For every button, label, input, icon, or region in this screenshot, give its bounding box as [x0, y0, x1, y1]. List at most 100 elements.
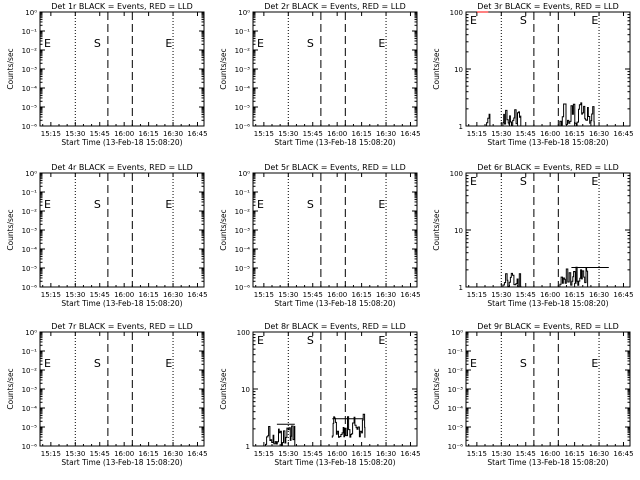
x-tick-label: 15:30	[278, 291, 298, 299]
y-tick-label: 10⁻²	[22, 367, 38, 375]
x-tick-label: 16:45	[187, 450, 207, 458]
x-tick-label: 16:00	[540, 130, 560, 138]
interval-marker: S	[520, 357, 527, 370]
y-tick-label: 100	[450, 170, 463, 178]
x-tick-label: 15:15	[467, 450, 487, 458]
panel-title: Det 9r BLACK = Events, RED = LLD	[477, 322, 619, 331]
interval-marker: S	[94, 37, 101, 50]
y-tick-label: 10⁻²	[22, 208, 38, 216]
y-tick-label: 10⁻⁶	[448, 443, 464, 451]
count-rate-trace	[559, 102, 595, 126]
y-tick-label: 10⁻⁴	[448, 405, 464, 413]
y-tick-label: 10⁻⁵	[235, 104, 251, 112]
x-tick-label: 16:30	[163, 130, 183, 138]
x-axis-label: Start Time (13-Feb-18 15:08:20)	[61, 138, 182, 147]
y-tick-label: 10⁻¹	[235, 189, 251, 197]
interval-marker: E	[44, 37, 51, 50]
x-axis-label: Start Time (13-Feb-18 15:08:20)	[487, 458, 608, 467]
x-tick-label: 16:45	[400, 130, 420, 138]
y-tick-label: 10⁻⁵	[22, 104, 38, 112]
x-tick-label: 15:15	[467, 130, 487, 138]
x-tick-label: 15:30	[65, 291, 85, 299]
count-rate-trace	[502, 109, 522, 127]
y-tick-label: 10⁻¹	[448, 348, 464, 356]
interval-marker: E	[165, 198, 172, 211]
panel-title: Det 5r BLACK = Events, RED = LLD	[264, 163, 406, 172]
x-tick-label: 16:15	[565, 450, 585, 458]
x-tick-label: 15:30	[278, 130, 298, 138]
interval-marker: E	[470, 175, 477, 188]
x-tick-label: 15:15	[41, 291, 61, 299]
y-axis-label: Counts/sec	[432, 209, 441, 250]
y-tick-label: 10⁻⁵	[22, 424, 38, 432]
detector-panel: Det 6r BLACK = Events, RED = LLD 15:15 15:…	[432, 163, 634, 308]
y-tick-label: 10⁻³	[22, 227, 38, 235]
x-tick-label: 15:30	[491, 291, 511, 299]
y-tick-label: 10⁰	[238, 170, 250, 178]
detector-panel: Det 8r BLACK = Events, RED = LLD 15:15 15:…	[219, 322, 421, 467]
interval-marker: E	[378, 334, 385, 347]
interval-marker: E	[591, 175, 598, 188]
x-tick-label: 16:15	[352, 130, 372, 138]
count-rate-trace	[331, 413, 366, 438]
x-tick-label: 15:45	[303, 450, 323, 458]
interval-marker: E	[378, 198, 385, 211]
x-tick-label: 15:45	[516, 450, 536, 458]
y-tick-label: 10⁻³	[235, 227, 251, 235]
y-tick-label: 10⁻⁶	[22, 443, 38, 451]
x-tick-label: 16:45	[187, 291, 207, 299]
y-axis-label: Counts/sec	[6, 368, 15, 409]
x-tick-label: 16:45	[400, 291, 420, 299]
panel-title: Det 7r BLACK = Events, RED = LLD	[51, 322, 193, 331]
count-rate-trace	[559, 266, 589, 287]
y-tick-label: 10⁻²	[235, 208, 251, 216]
interval-marker: E	[257, 198, 264, 211]
x-tick-label: 16:00	[114, 130, 134, 138]
y-axis-label: Counts/sec	[219, 209, 228, 250]
x-tick-label: 16:30	[163, 291, 183, 299]
y-tick-label: 10⁻⁶	[235, 123, 251, 131]
x-tick-label: 15:15	[254, 450, 274, 458]
y-tick-label: 100	[450, 9, 463, 17]
x-tick-label: 16:30	[589, 450, 609, 458]
y-tick-label: 10⁻³	[22, 386, 38, 394]
y-axis-label: Counts/sec	[432, 48, 441, 89]
x-axis-label: Start Time (13-Feb-18 15:08:20)	[274, 299, 395, 308]
y-tick-label: 10⁻¹	[235, 28, 251, 36]
x-tick-label: 16:30	[163, 450, 183, 458]
interval-marker: E	[44, 198, 51, 211]
x-axis-label: Start Time (13-Feb-18 15:08:20)	[61, 458, 182, 467]
y-tick-label: 10⁻³	[22, 66, 38, 74]
count-rate-trace	[502, 272, 522, 288]
y-tick-label: 100	[237, 329, 250, 337]
x-tick-label: 16:15	[139, 450, 159, 458]
y-tick-label: 1	[459, 123, 463, 131]
detector-panel: Det 1r BLACK = Events, RED = LLD 15:15 15:…	[6, 2, 208, 147]
detector-panel: Det 9r BLACK = Events, RED = LLD 15:15 15:…	[432, 322, 634, 467]
panel-title: Det 1r BLACK = Events, RED = LLD	[51, 2, 193, 11]
y-tick-label: 10⁰	[25, 170, 37, 178]
y-tick-label: 10	[241, 386, 250, 394]
interval-marker: E	[44, 357, 51, 370]
interval-marker: S	[94, 357, 101, 370]
y-tick-label: 10⁻⁶	[235, 284, 251, 292]
x-tick-label: 15:45	[516, 291, 536, 299]
y-tick-label: 10⁻⁵	[22, 265, 38, 273]
count-rate-trace	[486, 113, 491, 126]
y-axis-label: Counts/sec	[6, 48, 15, 89]
interval-marker: S	[520, 175, 527, 188]
interval-marker: E	[257, 334, 264, 347]
x-axis-label: Start Time (13-Feb-18 15:08:20)	[61, 299, 182, 308]
x-tick-label: 16:30	[589, 130, 609, 138]
x-tick-label: 15:45	[90, 291, 110, 299]
detector-panel: Det 7r BLACK = Events, RED = LLD 15:15 15:…	[6, 322, 208, 467]
x-tick-label: 16:00	[114, 291, 134, 299]
y-axis-label: Counts/sec	[219, 368, 228, 409]
count-rate-trace	[265, 425, 296, 446]
x-axis-label: Start Time (13-Feb-18 15:08:20)	[274, 138, 395, 147]
x-tick-label: 16:15	[352, 450, 372, 458]
y-axis-label: Counts/sec	[432, 368, 441, 409]
y-tick-label: 10⁻²	[22, 47, 38, 55]
